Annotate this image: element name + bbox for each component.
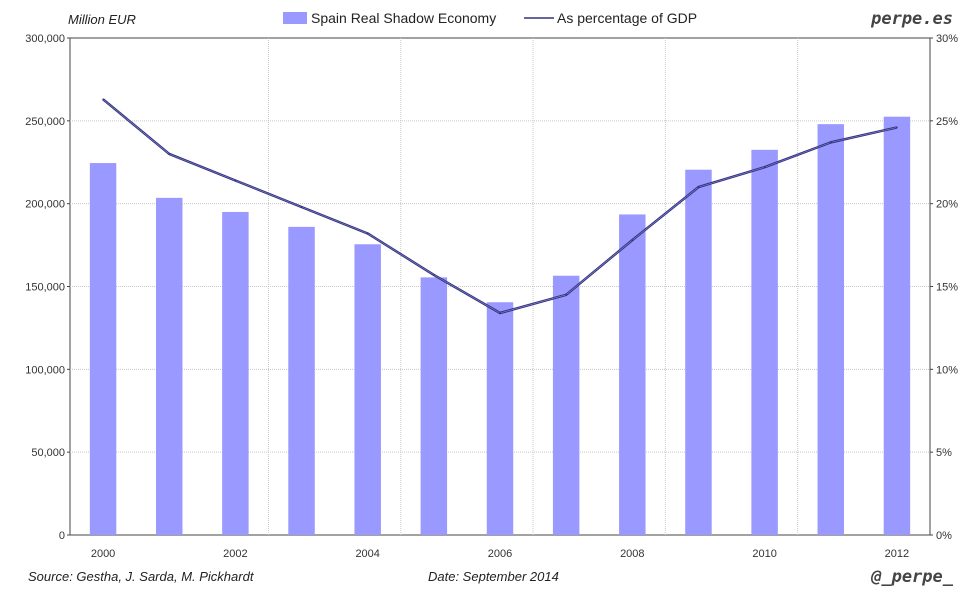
bar (156, 197, 183, 535)
source-note: Source: Gestha, J. Sarda, M. Pickhardt (28, 569, 255, 584)
y-right-tick-label: 25% (936, 116, 958, 128)
y-right-tick-label: 20% (936, 199, 958, 211)
line-point (631, 239, 634, 241)
bar (89, 163, 117, 535)
legend-bar-label: Spain Real Shadow Economy (311, 10, 496, 26)
x-tick-label: 2002 (223, 548, 247, 560)
x-tick-label: 2008 (620, 548, 644, 560)
y-left-tick-label: 100,000 (25, 364, 65, 376)
bar-series (89, 116, 911, 536)
y-right-tick-label: 0% (936, 530, 952, 542)
line-point (168, 153, 171, 155)
bar (751, 149, 778, 535)
right-axis-ticks: 0% 5% 10% 15% 20% 25% 30% (930, 33, 958, 542)
bar (619, 214, 646, 535)
y-left-tick-label: 250,000 (25, 116, 65, 128)
y-left-tick-label: 0 (59, 530, 65, 542)
bar (222, 211, 249, 535)
date-note: Date: September 2014 (428, 569, 559, 584)
x-tick-label: 2000 (91, 548, 115, 560)
bar (817, 124, 844, 535)
line-point (697, 186, 700, 188)
y-left-tick-label: 50,000 (31, 447, 65, 459)
legend-line-label: As percentage of GDP (557, 10, 697, 26)
legend: Spain Real Shadow Economy As percentage … (283, 10, 697, 26)
bar (883, 116, 911, 536)
line-point (763, 166, 766, 169)
line-point (234, 179, 237, 182)
bar (486, 302, 514, 535)
line-point (366, 232, 369, 235)
bar (552, 275, 580, 535)
y-right-tick-label: 30% (936, 33, 958, 45)
x-axis-ticks: 2000 2002 2004 2006 2008 2010 2012 (91, 548, 909, 560)
y-right-tick-label: 15% (936, 282, 958, 294)
y-right-tick-label: 10% (936, 364, 958, 376)
bar (685, 169, 712, 535)
line-point (433, 274, 435, 276)
brand-label: perpe.es (870, 9, 953, 29)
left-axis-ticks: 0 50,000 100,000 150,000 200,000 250,000 300,0… (25, 33, 70, 542)
handle-label: @_perpe_ (870, 567, 954, 587)
x-tick-label: 2004 (355, 548, 379, 560)
line-point (829, 141, 832, 144)
bar (420, 277, 448, 535)
left-axis-unit: Million EUR (68, 12, 136, 27)
y-left-tick-label: 150,000 (25, 282, 65, 294)
line-point (896, 126, 898, 129)
legend-bar-swatch (283, 12, 307, 24)
line-point (565, 293, 567, 296)
bar (288, 226, 315, 536)
y-right-tick-label: 5% (936, 447, 952, 459)
line-point (499, 312, 501, 314)
line-point (102, 98, 104, 101)
y-left-tick-label: 200,000 (25, 199, 65, 211)
x-tick-label: 2010 (752, 548, 776, 560)
line-series (102, 98, 898, 315)
y-left-tick-label: 300,000 (25, 33, 65, 45)
x-tick-label: 2006 (488, 548, 512, 560)
x-tick-label: 2012 (885, 548, 909, 560)
bar (354, 244, 381, 535)
line-point (300, 206, 303, 208)
